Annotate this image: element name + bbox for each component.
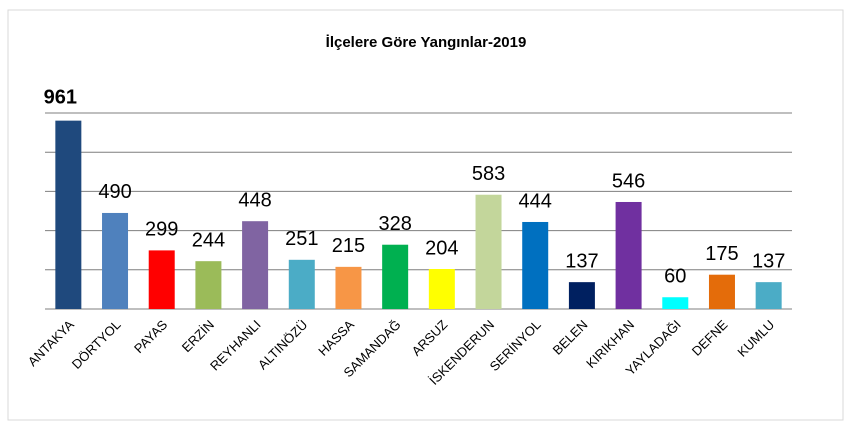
bar [568, 282, 595, 309]
data-label: 204 [425, 237, 458, 259]
data-label: 60 [664, 266, 686, 288]
data-label: 490 [98, 181, 131, 203]
bar [288, 259, 315, 309]
data-label: 299 [145, 219, 178, 241]
data-label: 328 [378, 213, 411, 235]
data-label: 175 [705, 243, 738, 265]
bar [428, 269, 455, 309]
bar [475, 194, 502, 309]
data-label: 448 [238, 189, 271, 211]
data-label: 251 [285, 228, 318, 250]
data-label: 215 [332, 235, 365, 257]
data-label: 137 [565, 250, 598, 272]
bar [615, 201, 642, 309]
bar [335, 266, 362, 309]
bar [195, 261, 222, 309]
bar [708, 274, 735, 309]
bar [102, 212, 129, 309]
bar [755, 282, 782, 309]
bar [382, 244, 409, 309]
bar [55, 120, 82, 309]
chart-frame [7, 9, 844, 421]
bar [522, 221, 549, 309]
bar [148, 250, 175, 309]
data-label: 137 [752, 250, 785, 272]
data-label: 961 [44, 86, 77, 108]
chart-title: İlçelere Göre Yangınlar-2019 [326, 34, 527, 51]
data-label: 244 [192, 229, 225, 251]
data-label: 583 [472, 163, 505, 185]
bar [662, 297, 689, 309]
data-label: 546 [612, 170, 645, 192]
data-label: 444 [519, 190, 552, 212]
bar [242, 221, 269, 309]
